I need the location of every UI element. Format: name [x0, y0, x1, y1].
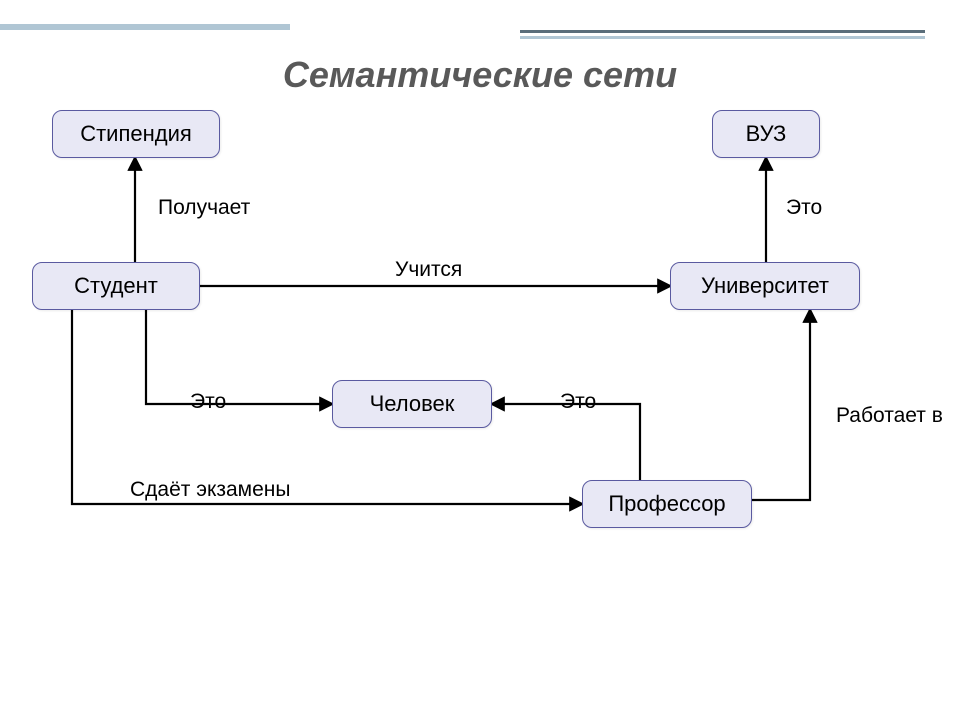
node-label: Стипендия: [80, 121, 192, 147]
edge-label-professor-university: Работает в: [836, 404, 943, 428]
node-professor: Профессор: [582, 480, 752, 528]
node-label: Профессор: [608, 491, 725, 517]
node-label: Университет: [701, 273, 829, 299]
edges-layer: [0, 0, 960, 720]
node-vuz: ВУЗ: [712, 110, 820, 158]
decor-bar-left: [0, 24, 290, 30]
edge-student-human: [146, 310, 332, 404]
edge-label-student-human: Это: [190, 390, 226, 414]
node-label: Человек: [370, 391, 455, 417]
diagram-canvas: { "title": { "text": "Семантические сети…: [0, 0, 960, 720]
edge-label-student-professor: Сдаёт экзамены: [130, 478, 290, 502]
edge-professor-university: [752, 310, 810, 500]
edge-label-professor-human: Это: [560, 390, 596, 414]
edge-label-university-vuz: Это: [786, 196, 822, 220]
node-label: ВУЗ: [746, 121, 787, 147]
edge-professor-human: [492, 404, 640, 480]
decor-bar-right-1: [520, 30, 925, 33]
decor-bar-right-2: [520, 36, 925, 39]
page-title: Семантические сети: [0, 54, 960, 96]
node-stipend: Стипендия: [52, 110, 220, 158]
edge-label-student-stipend: Получает: [158, 196, 250, 220]
edge-student-professor: [72, 310, 582, 504]
node-human: Человек: [332, 380, 492, 428]
node-student: Студент: [32, 262, 200, 310]
edge-label-student-university: Учится: [395, 258, 462, 282]
node-university: Университет: [670, 262, 860, 310]
node-label: Студент: [74, 273, 158, 299]
